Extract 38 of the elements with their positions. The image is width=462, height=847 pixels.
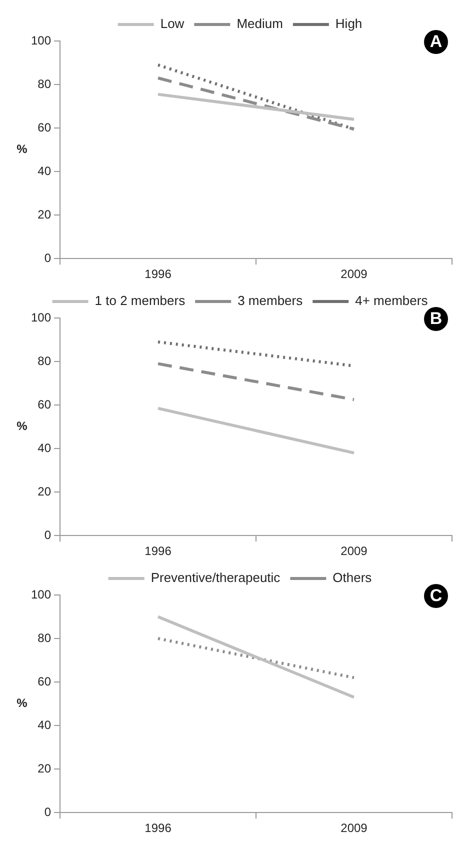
y-tick-label: 60	[38, 397, 52, 412]
x-tick-label: 1996	[144, 267, 172, 282]
y-tick-label: 20	[38, 207, 52, 222]
y-axis-title: %	[16, 419, 28, 434]
y-tick-label: 100	[30, 33, 52, 48]
legend-label: 1 to 2 members	[94, 293, 186, 308]
x-tick-label: 2009	[340, 821, 368, 836]
y-tick-label: 40	[38, 164, 52, 178]
annotation: C	[424, 584, 448, 608]
y-tick-label: 0	[44, 804, 52, 819]
annotation: A	[424, 30, 448, 54]
y-axis-title: %	[16, 142, 28, 156]
x-tick-label: 1996	[144, 544, 172, 558]
y-tick-label: 40	[38, 718, 52, 732]
legend-label: Others	[332, 570, 372, 586]
y-tick-label: 20	[38, 484, 52, 498]
y-tick-label: 100	[30, 310, 52, 324]
y-axis-title: %	[16, 696, 28, 710]
legend-label: Medium	[236, 16, 283, 32]
legend-label: Low	[160, 16, 185, 32]
y-tick-label: 80	[38, 630, 52, 645]
x-tick-label: 2009	[340, 544, 368, 558]
x-tick-label: 2009	[340, 267, 368, 282]
legend-label: High	[335, 16, 362, 32]
legend-label: 4+ members	[355, 293, 428, 308]
y-tick-label: 0	[44, 528, 52, 542]
y-tick-label: 100	[30, 587, 52, 602]
y-tick-label: 0	[44, 250, 52, 265]
annotation: B	[424, 307, 448, 331]
y-tick-label: 40	[38, 440, 52, 455]
y-tick-label: 80	[38, 354, 52, 368]
y-tick-label: 60	[38, 674, 52, 688]
x-tick-label: 1996	[144, 821, 172, 836]
y-tick-label: 80	[38, 76, 52, 91]
y-tick-label: 60	[38, 120, 52, 134]
legend-label: Preventive/therapeutic	[150, 570, 281, 586]
legend-label: 3 members	[238, 293, 304, 308]
y-tick-label: 20	[38, 761, 52, 776]
